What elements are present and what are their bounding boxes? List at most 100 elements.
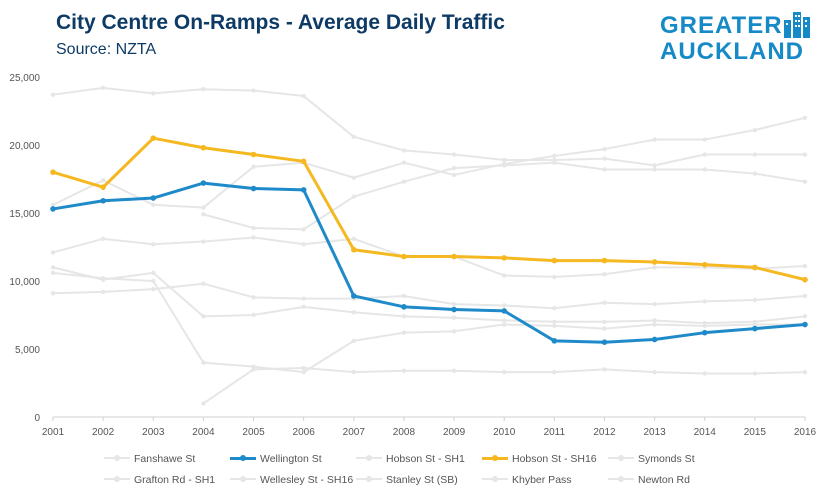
data-point-hobson-st-sh1 [151, 202, 156, 208]
data-point-symonds-st [100, 236, 106, 242]
data-point-grafton-rd-sh1 [301, 304, 306, 310]
legend-item-hobson-st-sh16: Hobson St - SH16 [482, 453, 597, 465]
data-point-khyber-pass [602, 367, 607, 372]
data-point-fanshawe-st [100, 85, 106, 91]
brand-line-2: AUCKLAND [660, 38, 804, 65]
brand-logo: GREATER AUCKLAND [658, 10, 816, 66]
data-point-khyber-pass [502, 369, 507, 375]
legend-marker [618, 476, 624, 483]
x-tick-label: 2009 [443, 427, 466, 438]
data-point-grafton-rd-sh1 [351, 310, 356, 315]
data-point-wellesley-st-sh16 [552, 323, 557, 329]
data-point-wellesley-st-sh16 [50, 270, 56, 276]
data-point-grafton-rd-sh1 [652, 318, 657, 323]
data-point-wellington-st [100, 197, 106, 204]
series-line-wellington-st [52, 181, 806, 344]
data-point-grafton-rd-sh1 [602, 319, 607, 324]
data-point-wellesley-st-sh16 [602, 326, 607, 331]
data-point-stanley-st-sb [502, 303, 507, 308]
data-point-wellesley-st-sh16 [351, 338, 356, 344]
data-point-fanshawe-st [301, 93, 306, 99]
data-point-hobson-st-sh1 [652, 137, 657, 142]
data-point-stanley-st-sb [100, 289, 106, 295]
data-point-stanley-st-sb [201, 281, 206, 286]
data-point-wellington-st [150, 195, 157, 201]
data-point-stanley-st-sb [451, 301, 457, 307]
legend-item-newton-rd: Newton Rd [608, 474, 690, 486]
data-point-khyber-pass [652, 369, 657, 375]
data-point-hobson-st-sh1 [100, 178, 106, 183]
data-point-hobson-st-sh16 [551, 257, 558, 264]
data-point-hobson-st-sh1 [702, 137, 707, 142]
data-point-newton-rd [552, 160, 557, 165]
data-point-symonds-st [351, 236, 356, 242]
data-point-khyber-pass [201, 401, 206, 406]
data-point-hobson-st-sh16 [300, 158, 307, 165]
legend-swatch [356, 455, 382, 462]
legend-label: Wellesley St - SH16 [260, 474, 354, 486]
data-point-hobson-st-sh16 [701, 261, 708, 268]
legend-item-wellesley-st-sh16: Wellesley St - SH16 [230, 474, 353, 486]
x-tick-label: 2011 [544, 427, 566, 438]
data-point-khyber-pass [251, 367, 256, 372]
data-point-khyber-pass [752, 371, 758, 376]
series-line-wellesley-st-sh16 [52, 271, 805, 374]
legend-swatch [608, 476, 634, 483]
legend-marker [366, 476, 372, 483]
data-point-wellesley-st-sh16 [201, 360, 206, 365]
data-point-newton-rd [752, 171, 758, 176]
legend-marker [240, 476, 246, 483]
data-point-wellesley-st-sh16 [502, 322, 507, 327]
data-point-symonds-st [201, 239, 206, 244]
legend-marker [492, 476, 498, 483]
data-point-wellington-st [50, 206, 56, 212]
legend-label: Hobson St - SH1 [386, 453, 465, 465]
legend-label: Khyber Pass [512, 474, 572, 486]
series-line-fanshawe-st [52, 86, 805, 167]
data-point-hobson-st-sh16 [802, 276, 808, 283]
data-point-fanshawe-st [401, 148, 407, 153]
data-point-hobson-st-sh16 [501, 255, 508, 261]
y-tick-label: 5,000 [15, 345, 40, 356]
data-point-wellington-st [701, 329, 708, 336]
legend-marker [114, 476, 120, 483]
data-point-hobson-st-sh16 [601, 257, 608, 264]
data-point-wellington-st [752, 325, 758, 332]
data-point-fanshawe-st [201, 87, 206, 92]
data-point-hobson-st-sh1 [351, 175, 356, 180]
data-point-hobson-st-sh16 [200, 144, 207, 151]
legend-item-wellington-st: Wellington St [230, 453, 322, 465]
legend-item-khyber-pass: Khyber Pass [482, 474, 572, 486]
data-point-wellesley-st-sh16 [752, 322, 758, 327]
x-tick-label: 2005 [242, 427, 265, 438]
legend-item-stanley-st-sb: Stanley St (SB) [356, 474, 458, 486]
data-point-stanley-st-sb [802, 293, 808, 299]
data-point-hobson-st-sh1 [401, 160, 407, 165]
data-point-hobson-st-sh16 [250, 151, 257, 158]
data-point-wellesley-st-sh16 [301, 369, 306, 375]
data-point-grafton-rd-sh1 [552, 319, 557, 324]
data-point-wellington-st [300, 187, 307, 193]
x-tick-label: 2014 [694, 427, 717, 438]
chart-subtitle: Source: NZTA [56, 41, 157, 58]
data-point-wellington-st [200, 180, 207, 186]
x-tick-label: 2007 [343, 427, 366, 438]
data-point-fanshawe-st [502, 157, 507, 163]
legend-swatch [104, 476, 130, 483]
data-point-hobson-st-sh1 [602, 146, 607, 152]
data-point-wellington-st [451, 306, 457, 313]
legend-marker [618, 455, 624, 462]
data-point-hobson-st-sh1 [451, 172, 457, 178]
data-point-hobson-st-sh16 [651, 259, 658, 265]
data-point-grafton-rd-sh1 [451, 315, 457, 320]
legend-swatch [356, 476, 382, 483]
data-point-grafton-rd-sh1 [401, 314, 407, 319]
data-point-newton-rd [251, 225, 256, 231]
x-tick-label: 2008 [393, 427, 416, 438]
data-point-hobson-st-sh1 [201, 205, 206, 210]
data-point-fanshawe-st [702, 152, 707, 157]
legend-marker [492, 454, 498, 461]
data-point-symonds-st [502, 273, 507, 278]
data-point-khyber-pass [702, 371, 707, 376]
